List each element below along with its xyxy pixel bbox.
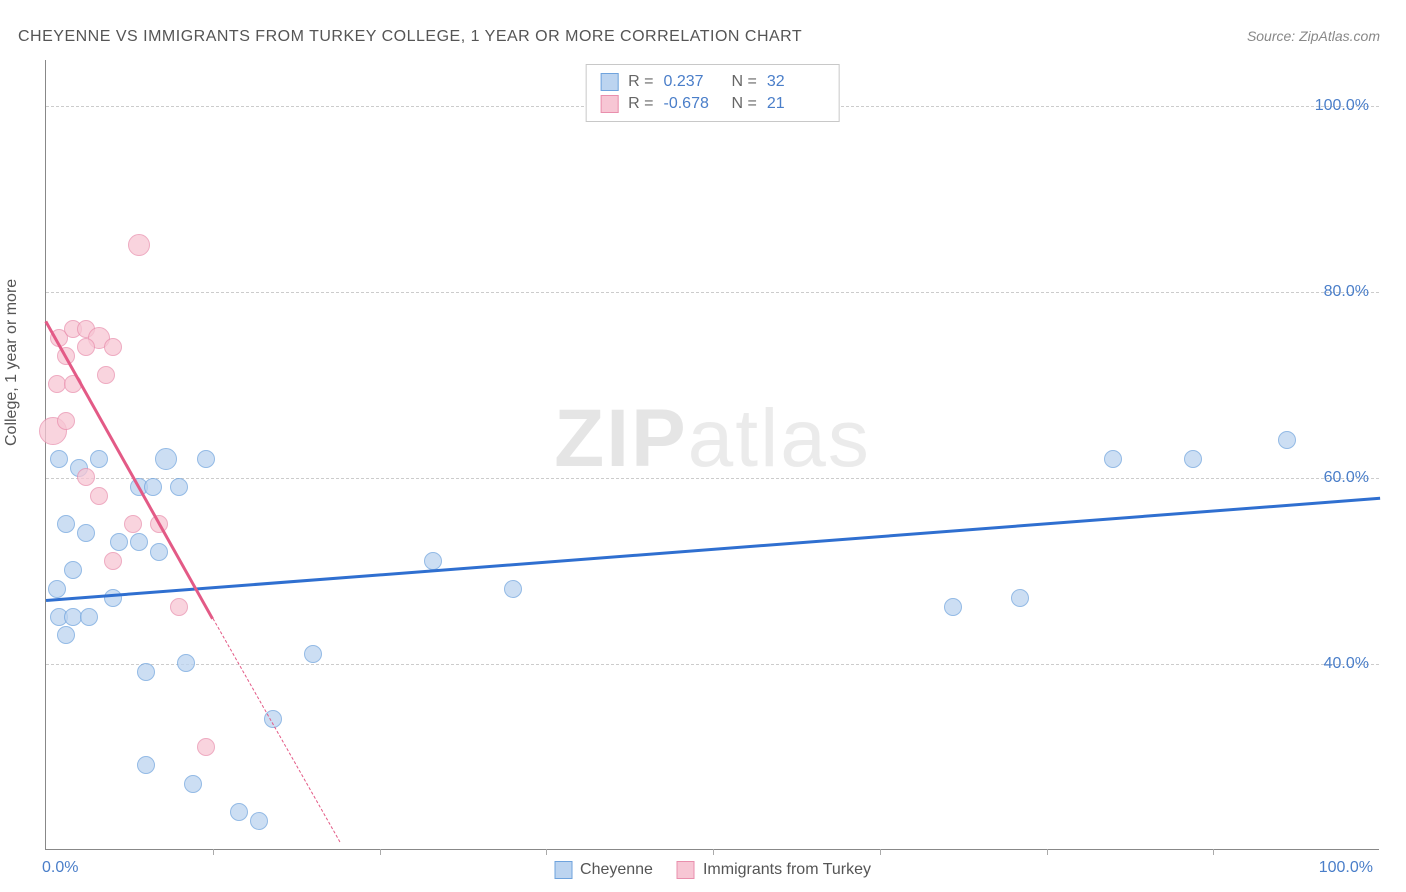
scatter-point [1104,450,1122,468]
scatter-point [77,524,95,542]
n-value-cheyenne: 32 [767,71,825,93]
scatter-point [1278,431,1296,449]
watermark-bold: ZIP [554,393,688,484]
scatter-point [128,234,150,256]
r-label: R = [628,71,653,93]
scatter-point [124,515,142,533]
scatter-point [424,552,442,570]
scatter-point [1011,589,1029,607]
x-tick-mark [1213,849,1214,855]
watermark: ZIPatlas [554,392,871,486]
scatter-point [104,589,122,607]
y-tick-label: 100.0% [1315,97,1369,115]
legend-item-cheyenne: Cheyenne [554,861,653,879]
scatter-point [944,598,962,616]
legend-label-turkey: Immigrants from Turkey [703,861,871,879]
scatter-point [137,756,155,774]
legend-swatch-cheyenne [600,73,618,91]
gridline [46,478,1379,479]
legend-item-turkey: Immigrants from Turkey [677,861,871,879]
chart-title: CHEYENNE VS IMMIGRANTS FROM TURKEY COLLE… [18,28,802,46]
x-axis-max-label: 100.0% [1319,859,1373,877]
x-tick-mark [546,849,547,855]
y-tick-label: 40.0% [1324,655,1369,673]
scatter-point [90,450,108,468]
scatter-point [77,468,95,486]
scatter-point [1184,450,1202,468]
scatter-point [197,450,215,468]
stats-row-series-1: R = 0.237 N = 32 [600,71,825,93]
r-label: R = [628,93,653,115]
x-tick-mark [213,849,214,855]
r-value-turkey: -0.678 [664,93,722,115]
scatter-point [130,533,148,551]
scatter-point [90,487,108,505]
x-tick-mark [1047,849,1048,855]
y-tick-label: 80.0% [1324,283,1369,301]
n-value-turkey: 21 [767,93,825,115]
stats-row-series-2: R = -0.678 N = 21 [600,93,825,115]
r-value-cheyenne: 0.237 [664,71,722,93]
correlation-stats-legend: R = 0.237 N = 32 R = -0.678 N = 21 [585,64,840,122]
trend-line [46,497,1380,602]
n-label: N = [732,71,757,93]
gridline [46,664,1379,665]
scatter-point [304,645,322,663]
scatter-point [50,450,68,468]
scatter-point [48,580,66,598]
scatter-point [64,561,82,579]
legend-swatch-turkey [600,95,618,113]
scatter-point [57,412,75,430]
legend-swatch-icon [554,861,572,879]
scatter-point [504,580,522,598]
n-label: N = [732,93,757,115]
x-tick-mark [880,849,881,855]
plot-area: ZIPatlas 40.0% 60.0% 80.0% 100.0% R = 0.237… [45,60,1379,850]
scatter-point [230,803,248,821]
legend-label-cheyenne: Cheyenne [580,861,653,879]
gridline [46,292,1379,293]
scatter-point [250,812,268,830]
scatter-point [57,626,75,644]
legend-swatch-icon [677,861,695,879]
scatter-point [170,598,188,616]
series-legend: Cheyenne Immigrants from Turkey [554,861,871,879]
scatter-point [144,478,162,496]
y-axis-label: College, 1 year or more [3,279,21,446]
y-tick-label: 60.0% [1324,469,1369,487]
scatter-point [137,663,155,681]
source-attribution: Source: ZipAtlas.com [1247,28,1380,44]
scatter-point [77,338,95,356]
scatter-point [80,608,98,626]
x-tick-mark [380,849,381,855]
scatter-point [155,448,177,470]
x-tick-mark [713,849,714,855]
scatter-point [57,515,75,533]
scatter-point [150,543,168,561]
watermark-rest: atlas [688,393,871,484]
scatter-point [97,366,115,384]
scatter-point [184,775,202,793]
scatter-point [177,654,195,672]
scatter-point [170,478,188,496]
x-axis-min-label: 0.0% [42,859,78,877]
scatter-point [104,338,122,356]
scatter-point [197,738,215,756]
scatter-point [104,552,122,570]
scatter-point [110,533,128,551]
